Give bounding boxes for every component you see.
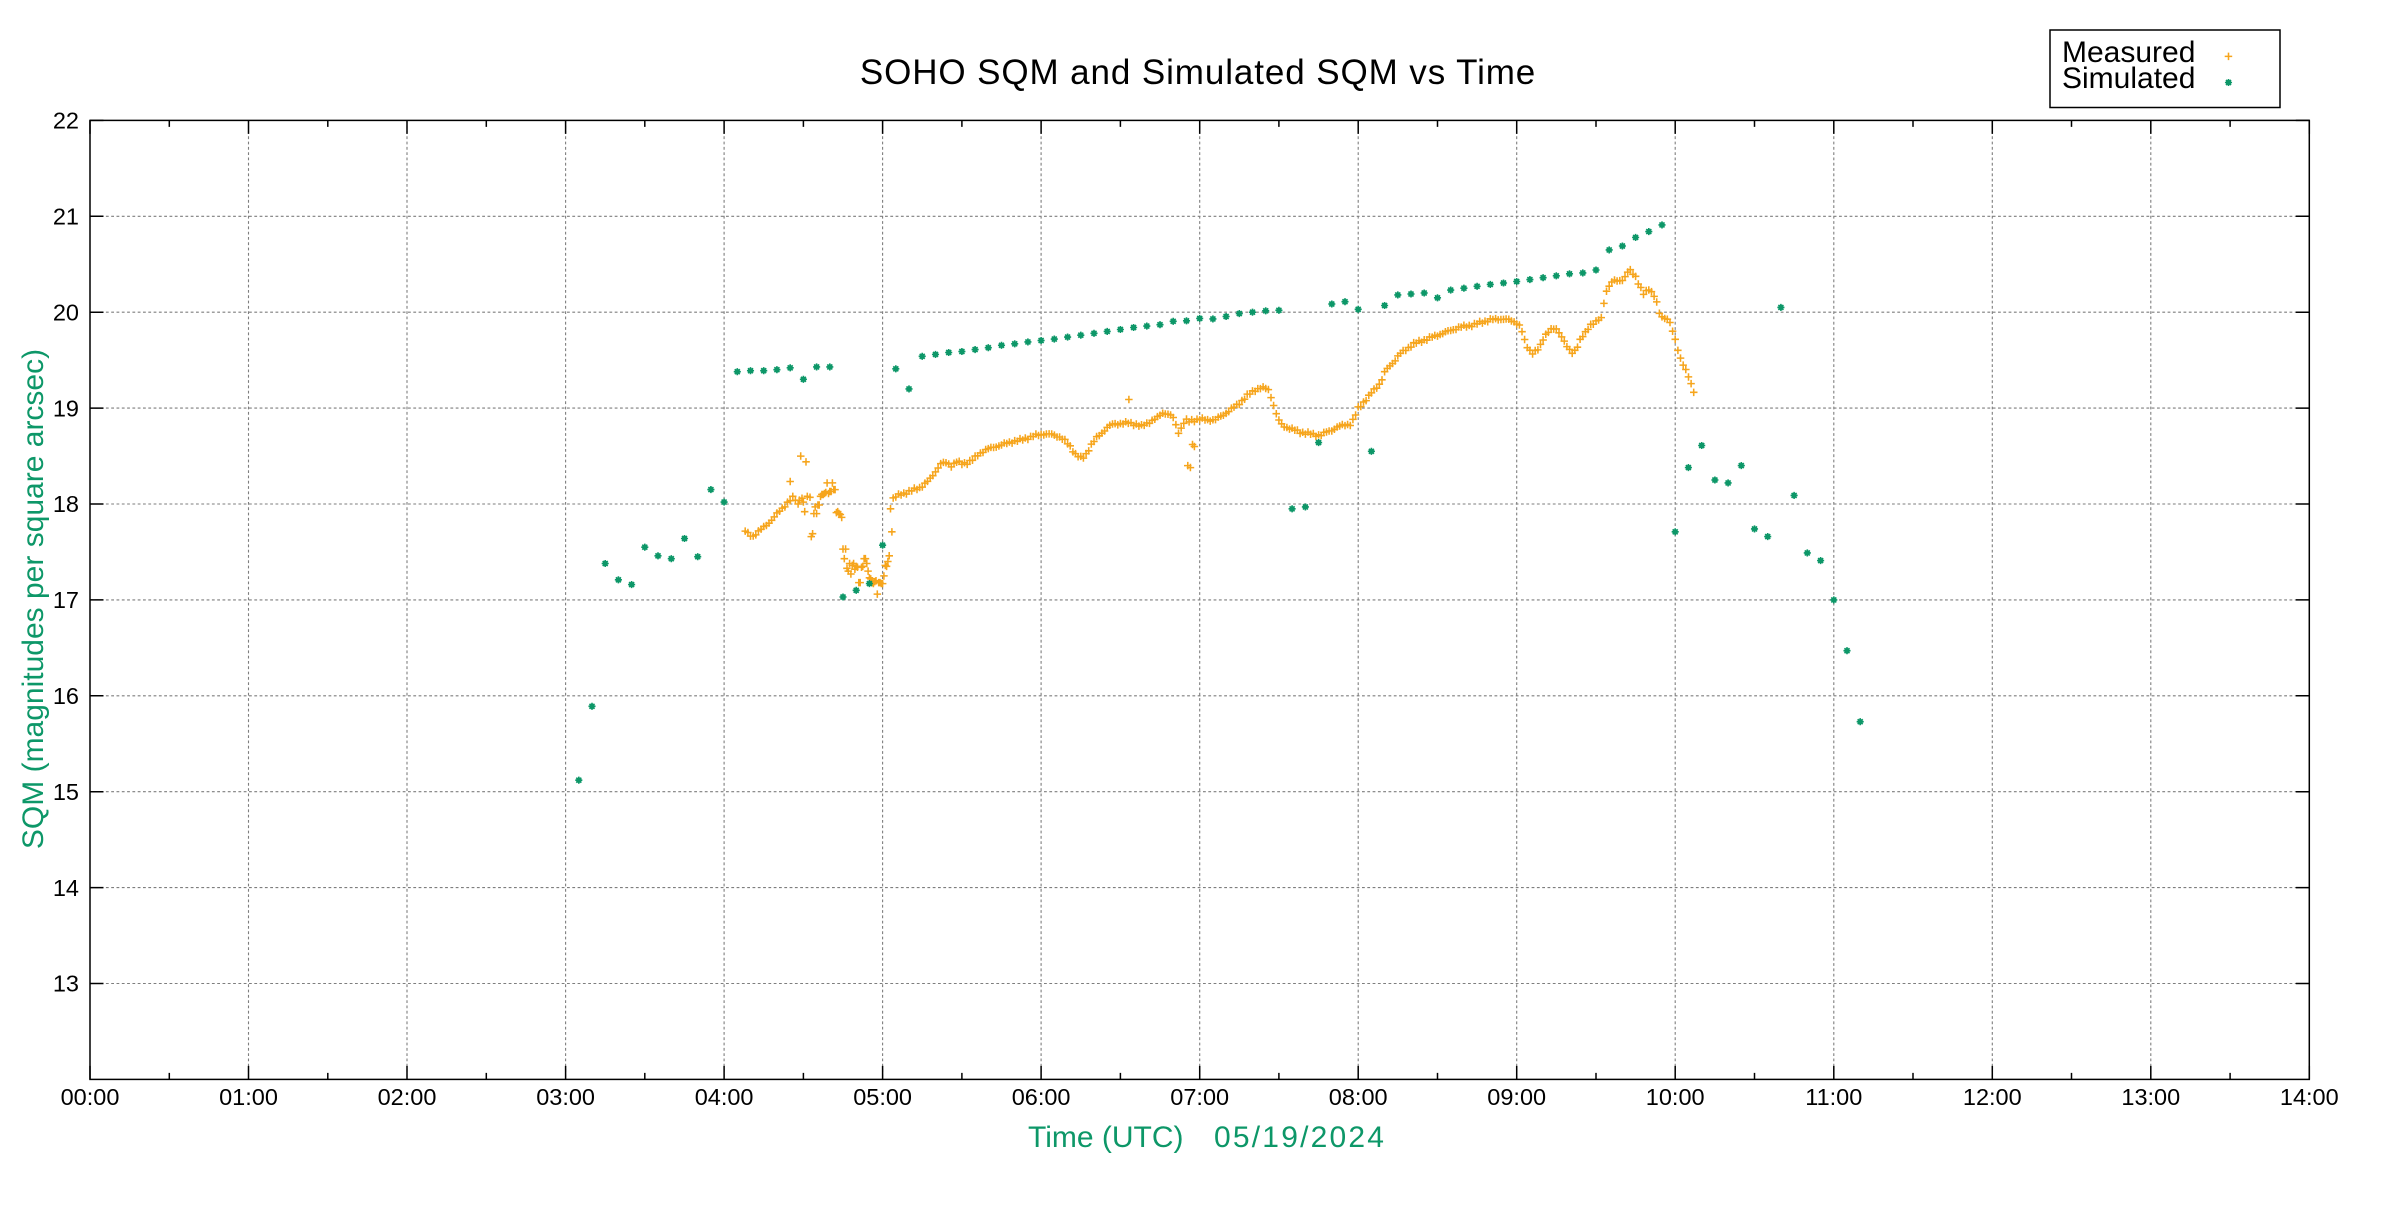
svg-text:13:00: 13:00	[2121, 1084, 2180, 1110]
svg-text:14: 14	[53, 875, 79, 901]
svg-text:21: 21	[53, 204, 79, 230]
svg-text:17: 17	[53, 587, 79, 613]
svg-text:18: 18	[53, 491, 79, 517]
svg-text:01:00: 01:00	[219, 1084, 278, 1110]
svg-text:Simulated: Simulated	[2062, 62, 2195, 95]
svg-text:SOHO SQM and Simulated SQM vs: SOHO SQM and Simulated SQM vs Time	[860, 53, 1536, 92]
svg-text:04:00: 04:00	[695, 1084, 754, 1110]
svg-text:Measured: Measured	[2062, 36, 2195, 69]
svg-text:07:00: 07:00	[1170, 1084, 1229, 1110]
svg-text:15: 15	[53, 779, 79, 805]
svg-text:10:00: 10:00	[1646, 1084, 1705, 1110]
svg-text:12:00: 12:00	[1963, 1084, 2022, 1110]
svg-text:13: 13	[53, 971, 79, 997]
svg-text:SQM (magnitudes per square arc: SQM (magnitudes per square arcsec)	[17, 349, 50, 849]
svg-text:16: 16	[53, 683, 79, 709]
svg-text:05:00: 05:00	[853, 1084, 912, 1110]
svg-text:14:00: 14:00	[2280, 1084, 2339, 1110]
svg-text:20: 20	[53, 299, 79, 325]
svg-text:19: 19	[53, 395, 79, 421]
svg-text:02:00: 02:00	[378, 1084, 437, 1110]
svg-text:06:00: 06:00	[1012, 1084, 1071, 1110]
svg-text:00:00: 00:00	[61, 1084, 120, 1110]
svg-text:09:00: 09:00	[1487, 1084, 1546, 1110]
svg-text:11:00: 11:00	[1805, 1084, 1862, 1110]
svg-text:03:00: 03:00	[536, 1084, 595, 1110]
svg-text:22: 22	[53, 108, 79, 134]
svg-text:08:00: 08:00	[1329, 1084, 1388, 1110]
